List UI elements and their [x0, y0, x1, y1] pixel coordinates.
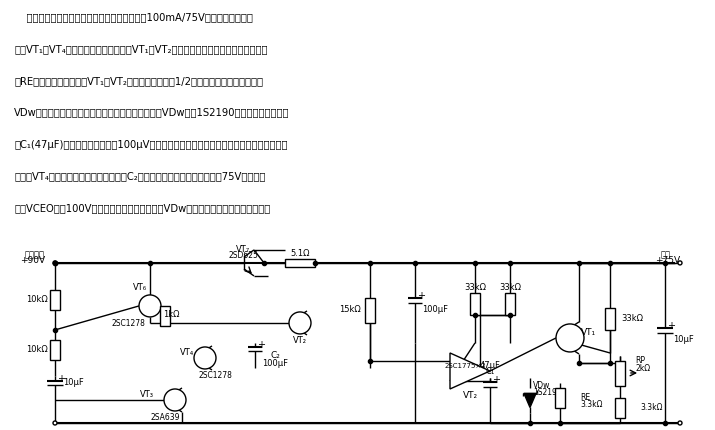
Text: +75V: +75V [656, 256, 681, 265]
Text: 100μF: 100μF [262, 359, 288, 368]
Bar [50, 340, 60, 360]
Text: VT₂: VT₂ [293, 336, 307, 345]
Text: VDw要选用稳定度高、噪声低的稳压二极管，电路中VDw采用1S2190，并在其两端并联电: VDw要选用稳定度高、噪声低的稳压二极管，电路中VDw采用1S2190，并在其两… [14, 108, 290, 118]
Text: RE: RE [580, 393, 590, 402]
Text: 2kΩ: 2kΩ [635, 365, 650, 374]
Text: VT₇: VT₇ [236, 246, 250, 255]
Text: 10kΩ: 10kΩ [26, 295, 48, 304]
Text: VT₁: VT₁ [581, 329, 596, 338]
Text: 采用互补差动放大器的稳压电源电路，是输出100mA/75V的高压电源。电路: 采用互补差动放大器的稳压电源电路，是输出100mA/75V的高压电源。电路 [14, 12, 253, 22]
Text: C₂: C₂ [270, 351, 280, 360]
Text: 10μF: 10μF [673, 335, 694, 344]
Text: 容C₁(47μF)，把输出噪声抑制在100μV以下。误差放大电路的增益过大，容易产生振荡，因: 容C₁(47μF)，把输出噪声抑制在100μV以下。误差放大电路的增益过大，容易… [14, 140, 288, 150]
Text: +: + [417, 291, 425, 301]
Text: 33kΩ: 33kΩ [464, 283, 486, 292]
Bar [505, 293, 515, 315]
Text: 33kΩ: 33kΩ [621, 314, 643, 323]
Text: 2SD625: 2SD625 [228, 252, 258, 261]
Bar [555, 388, 565, 408]
Text: 2SC1278: 2SC1278 [111, 319, 145, 329]
Text: VDw: VDw [533, 381, 551, 390]
Circle shape [194, 347, 216, 369]
Text: 10μF: 10μF [63, 378, 84, 387]
Bar [615, 398, 625, 418]
Bar [50, 290, 60, 310]
Text: 2SC1278: 2SC1278 [198, 372, 232, 381]
Circle shape [556, 324, 584, 352]
Text: VT₆: VT₆ [133, 283, 147, 292]
Text: 33kΩ: 33kΩ [499, 283, 521, 292]
Text: 3.3kΩ: 3.3kΩ [580, 400, 603, 409]
Text: 100μF: 100μF [422, 305, 448, 314]
Circle shape [678, 261, 682, 265]
Text: 15kΩ: 15kΩ [339, 305, 361, 314]
Text: +90V: +90V [21, 256, 46, 265]
Text: 中，VT₁和VT₄构成互补差动放大器，把VT₁和VT₂的差动输出变为单端输出。发射极电: 中，VT₁和VT₄构成互补差动放大器，把VT₁和VT₂的差动输出变为单端输出。发… [14, 44, 268, 54]
Polygon shape [524, 393, 536, 408]
Text: 2SC1775×2: 2SC1775×2 [444, 363, 485, 369]
Bar [285, 259, 315, 267]
Bar [605, 308, 615, 330]
Text: 选用VCEO大于100V的晶体管。基准电压稳压管VDw的地线要靠近输出侧或者加粗。: 选用VCEO大于100V的晶体管。基准电压稳压管VDw的地线要靠近输出侧或者加粗… [14, 203, 270, 213]
Text: +: + [492, 375, 500, 385]
Text: 3.3kΩ: 3.3kΩ [640, 403, 663, 412]
Text: +: + [257, 340, 265, 350]
Text: VT₃: VT₃ [140, 390, 154, 399]
Circle shape [139, 295, 161, 317]
Bar [470, 293, 480, 315]
Text: 阻RE值要这样确定，即使VT₁和VT₂的集电极电压接近1/2输出电压。基准电压稳压管: 阻RE值要这样确定，即使VT₁和VT₂的集电极电压接近1/2输出电压。基准电压稳… [14, 76, 263, 86]
Bar [365, 298, 375, 323]
Text: 47μF: 47μF [480, 362, 500, 371]
Circle shape [53, 261, 57, 265]
Circle shape [678, 421, 682, 425]
Text: 10kΩ: 10kΩ [26, 345, 48, 354]
Text: 5.1Ω: 5.1Ω [290, 249, 310, 258]
Text: RP: RP [635, 356, 645, 366]
Bar [160, 306, 170, 326]
Text: VT₄: VT₄ [180, 348, 194, 357]
Text: 输入电压: 输入电压 [25, 250, 45, 259]
Text: 此，在VT₄的集电极与基极之间接入电容C₂进行相位补偿。因输出电压高达75V，所以要: 此，在VT₄的集电极与基极之间接入电容C₂进行相位补偿。因输出电压高达75V，所… [14, 172, 266, 181]
Polygon shape [450, 353, 490, 389]
Bar [615, 361, 625, 386]
Text: 1kΩ: 1kΩ [163, 310, 179, 319]
Text: VT₂: VT₂ [463, 391, 478, 400]
Circle shape [289, 312, 311, 334]
Text: 2SA639: 2SA639 [150, 414, 179, 423]
Text: 输出: 输出 [661, 250, 671, 259]
Text: +: + [57, 374, 65, 384]
Text: C₁: C₁ [485, 368, 495, 377]
Circle shape [53, 421, 57, 425]
Circle shape [164, 389, 186, 411]
Text: +: + [667, 321, 675, 331]
Text: 1S2190: 1S2190 [533, 388, 562, 397]
